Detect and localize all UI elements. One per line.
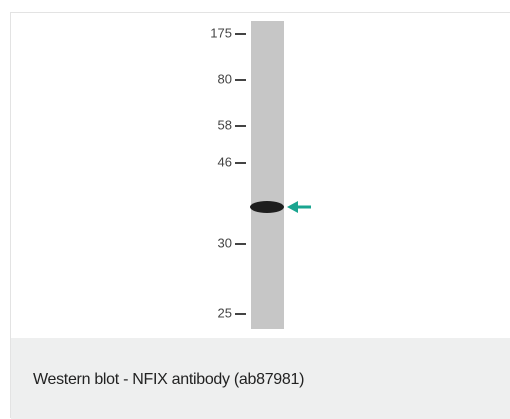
caption-bar: Western blot - NFIX antibody (ab87981) bbox=[11, 338, 510, 419]
marker-ladder: 175 80 58 46 30 25 bbox=[210, 25, 246, 320]
lane bbox=[251, 21, 284, 329]
blot-image: 175 80 58 46 30 25 bbox=[11, 13, 510, 338]
arrow bbox=[287, 201, 311, 213]
caption: Western blot - NFIX antibody (ab87981) bbox=[33, 371, 304, 389]
marker-label: 175 bbox=[210, 25, 232, 40]
marker-label: 58 bbox=[218, 117, 232, 132]
marker-label: 80 bbox=[218, 71, 232, 86]
marker-ticks bbox=[235, 34, 246, 314]
marker-label: 25 bbox=[218, 305, 232, 320]
marker-label: 46 bbox=[218, 154, 232, 169]
band bbox=[250, 201, 284, 213]
figure-card: 175 80 58 46 30 25 Western blot - NFIX a… bbox=[10, 12, 510, 418]
page: 175 80 58 46 30 25 Western blot - NFIX a… bbox=[0, 0, 510, 418]
marker-label: 30 bbox=[218, 235, 232, 250]
